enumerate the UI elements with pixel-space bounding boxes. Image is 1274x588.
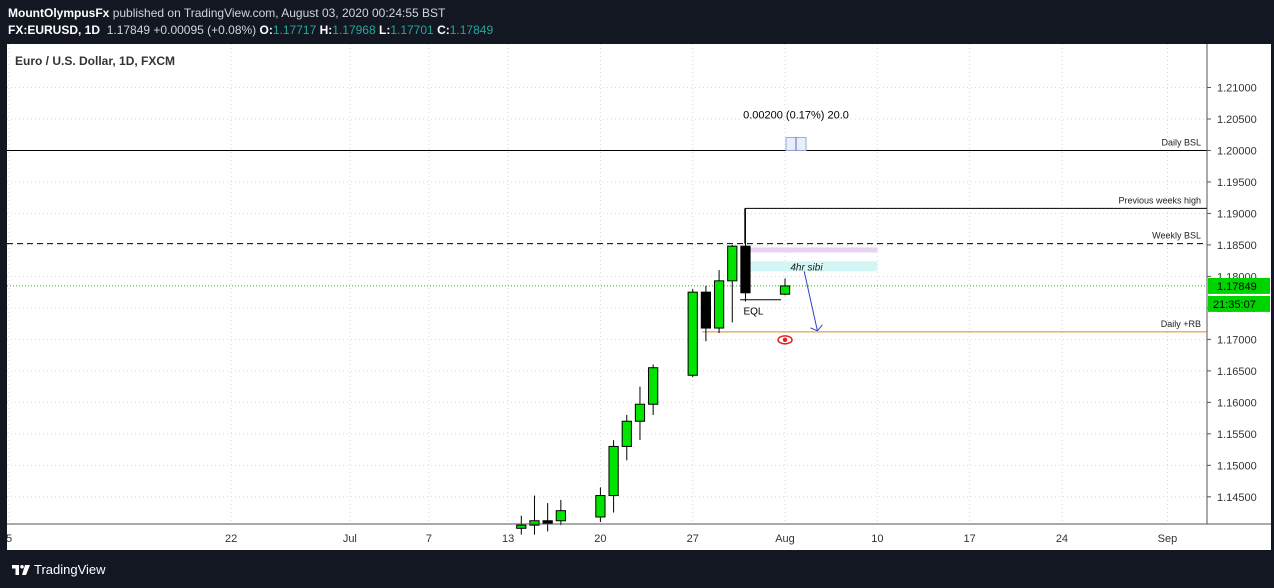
price-tick-label: 1.20000 <box>1217 145 1257 157</box>
candle-body <box>648 367 659 405</box>
chart-header: MountOlympusFx published on TradingView.… <box>0 0 1274 44</box>
candle-body <box>740 245 751 294</box>
footer: TradingView <box>0 550 1274 588</box>
candle-body <box>779 285 791 295</box>
candle-body <box>727 245 738 282</box>
grid-lines <box>7 44 1207 524</box>
countdown-badge <box>1208 295 1270 312</box>
publish-date-text: published on TradingView.com, August 03,… <box>112 6 446 20</box>
sibi-zone-label: 4hr sibi <box>790 262 823 273</box>
close-label: C: <box>437 23 450 37</box>
candle-body <box>555 510 566 522</box>
price-tick-label: 1.19500 <box>1217 177 1257 189</box>
price-tick-label: 1.20500 <box>1217 114 1257 126</box>
price-tick-label: 1.15000 <box>1217 460 1257 472</box>
zones-layer <box>743 247 878 272</box>
weekly-bsl-label: Weekly BSL <box>1152 231 1201 241</box>
time-tick-label: 10 <box>871 533 883 545</box>
axes-layer: 1.21000 1.20500 1.20000 1.19500 1.19000 1.185… <box>7 44 1271 550</box>
publish-info: MountOlympusFx published on TradingView.… <box>8 6 445 20</box>
previous-weeks-high-label: Previous weeks high <box>1118 195 1201 205</box>
time-tick-label: 7 <box>426 533 432 545</box>
horizontal-lines-layer: Daily BSL Previous weeks high Weekly BSL Da… <box>7 137 1207 333</box>
time-tick-label: Jul <box>343 533 357 545</box>
countdown-badge-label: 21:35:07 <box>1213 299 1256 311</box>
candles-layer <box>516 208 791 535</box>
last-price-badge <box>1208 277 1270 294</box>
chart-area[interactable]: Daily BSL Previous weeks high Weekly BSL Da… <box>7 44 1271 550</box>
price-tick-label: 1.16500 <box>1217 366 1257 378</box>
symbol-ohlc-line: FX:EURUSD, 1D 1.17849 +0.00095 (+0.08%) … <box>8 23 493 37</box>
candle-body <box>687 291 698 376</box>
low-label: L: <box>379 23 391 37</box>
last-price: 1.17849 <box>106 23 151 37</box>
last-price-badge-label: 1.17849 <box>1217 281 1257 293</box>
price-tick-label: 1.17000 <box>1217 334 1257 346</box>
eye-pupil-icon <box>782 337 788 343</box>
candle-body <box>621 420 632 447</box>
high-value: 1.17968 <box>332 23 376 37</box>
symbol-label: FX:EURUSD, 1D <box>8 23 101 37</box>
tradingview-brand[interactable]: TradingView <box>34 562 106 577</box>
target-arrow-shaft <box>803 271 818 331</box>
candle-body <box>713 280 725 329</box>
measure-label: 0.00200 (0.17%) 20.0 <box>743 109 849 121</box>
price-change: +0.00095 (+0.08%) <box>153 23 257 37</box>
time-tick-label: 17 <box>964 533 976 545</box>
price-tick-label: 1.21000 <box>1217 82 1257 94</box>
chart-title: Euro / U.S. Dollar, 1D, FXCM <box>15 54 175 68</box>
sibi-zone <box>743 261 878 272</box>
time-tick-label: 24 <box>1056 533 1068 545</box>
candle-body <box>542 520 553 524</box>
candle-body <box>595 495 606 518</box>
price-tick-label: 1.16000 <box>1217 397 1257 409</box>
time-tick-label: Sep <box>1158 533 1178 545</box>
high-label: H: <box>319 23 333 37</box>
eql-label: EQL <box>743 307 763 318</box>
open-value: 1.17717 <box>272 23 317 37</box>
candle-body <box>700 291 712 329</box>
candle-body <box>608 445 619 497</box>
price-tick-label: 1.14500 <box>1217 492 1257 504</box>
time-tick-label: 20 <box>594 533 606 545</box>
daily-rb-label: Daily +RB <box>1161 319 1201 329</box>
price-tick-label: 1.18500 <box>1217 240 1257 252</box>
daily-bsl-label: Daily BSL <box>1161 137 1201 147</box>
time-tick-label: 5 <box>7 533 12 545</box>
candle-body <box>529 520 540 526</box>
open-label: O: <box>259 23 273 37</box>
candle-body <box>516 524 527 529</box>
time-tick-label: 27 <box>687 533 699 545</box>
pink-zone <box>743 247 878 253</box>
price-tick-label: 1.15500 <box>1217 429 1257 441</box>
price-tick-label: 1.19000 <box>1217 208 1257 220</box>
tradingview-logo-icon <box>12 565 30 575</box>
target-arrow-head <box>810 324 823 332</box>
annotations-layer: 4hr sibi EQL 0.00200 (0.17%) 20.0 <box>740 109 849 345</box>
author-name[interactable]: MountOlympusFx <box>8 6 110 20</box>
low-value: 1.17701 <box>390 23 434 37</box>
time-tick-label: Aug <box>775 533 795 545</box>
close-value: 1.17849 <box>449 23 494 37</box>
candle-body <box>634 403 646 422</box>
price-chart[interactable]: Daily BSL Previous weeks high Weekly BSL Da… <box>7 44 1271 550</box>
time-tick-label: 13 <box>502 533 514 545</box>
time-tick-label: 22 <box>225 533 237 545</box>
